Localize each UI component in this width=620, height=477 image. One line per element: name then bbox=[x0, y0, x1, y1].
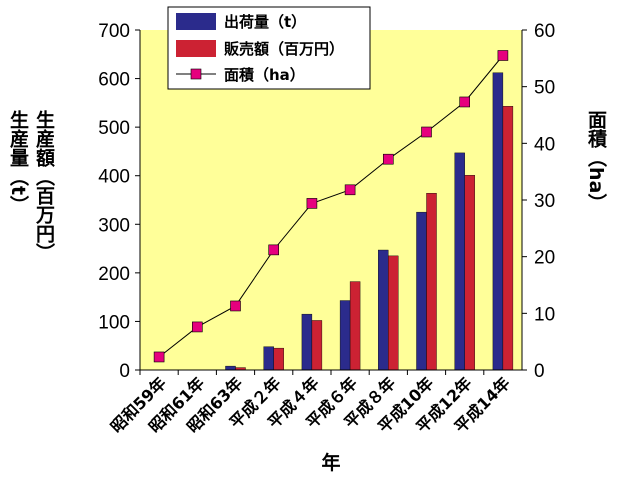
area-marker bbox=[459, 96, 471, 108]
y-axis-title-right: 面積（ha） bbox=[585, 110, 607, 212]
legend-swatch-shipment bbox=[176, 13, 216, 30]
area-marker bbox=[497, 50, 509, 61]
y-axis-title-left-1: 生産量（t） bbox=[7, 109, 29, 214]
area-marker bbox=[306, 198, 318, 209]
y-tick-label-right: 60 bbox=[534, 21, 555, 42]
y-tick-label-right: 40 bbox=[534, 134, 555, 155]
x-axis-title: 年 bbox=[321, 451, 340, 474]
legend-label-area: 面積（ha） bbox=[224, 66, 305, 84]
area-marker bbox=[344, 184, 356, 196]
bar-shipment bbox=[378, 249, 389, 371]
y-tick-label-right: 50 bbox=[534, 78, 555, 99]
area-marker bbox=[421, 126, 432, 138]
bar-shipment bbox=[263, 346, 274, 371]
area-marker bbox=[382, 153, 394, 165]
y-tick-label-right: 10 bbox=[534, 304, 555, 325]
y-tick-label-right: 30 bbox=[534, 191, 555, 212]
bar-sales bbox=[502, 106, 514, 371]
y-tick-label-left: 500 bbox=[98, 118, 130, 139]
y-tick-label-left: 200 bbox=[98, 264, 130, 285]
y-tick-label-left: 400 bbox=[98, 167, 130, 188]
bar-shipment bbox=[454, 152, 465, 371]
y-tick-label-left: 0 bbox=[119, 361, 130, 382]
y-tick-label-right: 20 bbox=[534, 248, 555, 269]
legend-label-shipment: 出荷量（t） bbox=[224, 13, 306, 31]
legend-swatch-sales bbox=[176, 40, 216, 57]
bar-shipment bbox=[301, 313, 313, 371]
bar-shipment bbox=[225, 365, 236, 371]
y-tick-label-right: 0 bbox=[534, 361, 545, 382]
legend-swatch-area-marker bbox=[190, 68, 202, 80]
bar-sales bbox=[349, 281, 361, 371]
legend: 出荷量（t） 販売額（百万円） 面積（ha） bbox=[167, 6, 371, 90]
y-tick-label-left: 100 bbox=[98, 312, 130, 333]
y-tick-label-left: 700 bbox=[98, 21, 130, 42]
bar-shipment bbox=[416, 211, 427, 371]
bar-sales bbox=[426, 192, 437, 371]
y-tick-label-left: 300 bbox=[98, 215, 130, 236]
y-axis-title-left-2: 生産額（百万円） bbox=[33, 109, 56, 262]
y-tick-label-left: 600 bbox=[98, 70, 130, 91]
bar-sales bbox=[464, 175, 475, 371]
area-line bbox=[158, 55, 504, 358]
area-marker bbox=[192, 321, 203, 333]
bar-sales bbox=[311, 320, 323, 371]
area-marker bbox=[153, 351, 165, 363]
bar-shipment bbox=[339, 300, 351, 371]
legend-label-sales: 販売額（百万円） bbox=[224, 40, 344, 58]
area-marker bbox=[230, 300, 241, 312]
bar-sales bbox=[273, 347, 284, 371]
bar-shipment bbox=[492, 72, 504, 371]
bar-sales bbox=[388, 255, 399, 371]
area-marker bbox=[268, 244, 280, 256]
